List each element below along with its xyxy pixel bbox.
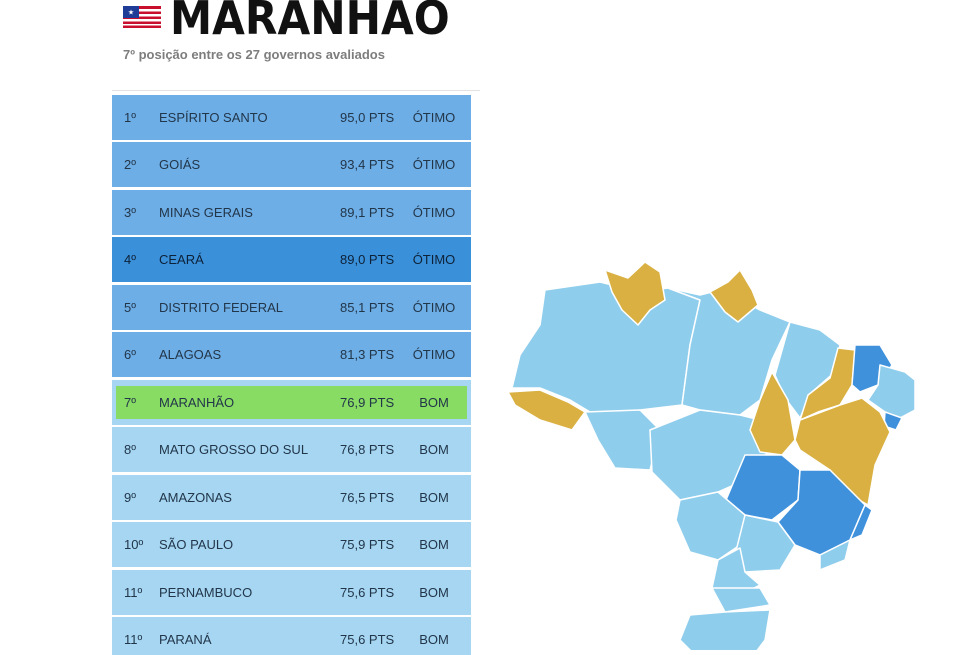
ranking-row: 11º PERNAMBUCO 75,6 PTS BOM [112,570,471,615]
ranking-row: 7º MARANHÃO 76,9 PTS BOM [112,380,471,425]
points: 76,9 PTS [340,395,395,410]
ranking-row: 10º SÃO PAULO 75,9 PTS BOM [112,522,471,567]
state-name: MINAS GERAIS [159,205,253,220]
status-label: BOM [419,490,449,505]
state-name: MARANHÃO [159,395,235,410]
ranking-row: 11º PARANÁ 75,6 PTS BOM [112,617,471,655]
map-region-santa-catarina [711,587,771,613]
points: 81,3 PTS [340,347,395,362]
page-title: MARANHÃO [170,0,450,45]
state-name: GOIÁS [159,157,201,172]
rank: 1º [124,110,136,125]
ranking-row: 9º AMAZONAS 76,5 PTS BOM [112,475,471,520]
ranking-row: 6º ALAGOAS 81,3 PTS ÓTIMO [112,332,471,377]
status-label: BOM [419,585,449,600]
map-region-rio-de-janeiro [819,539,851,571]
ranking-row: 5º DISTRITO FEDERAL 85,1 PTS ÓTIMO [112,285,471,330]
ranking-row: 4º CEARÁ 89,0 PTS ÓTIMO [112,237,471,282]
rank: 4º [124,252,136,267]
header-divider [112,90,480,91]
state-name: MATO GROSSO DO SUL [159,442,309,457]
rank: 11º [124,585,143,600]
map-region-amapa [709,269,759,323]
points: 76,8 PTS [340,442,395,457]
rank: 7º [124,395,136,410]
points: 89,0 PTS [340,252,395,267]
status-label: ÓTIMO [412,157,456,172]
map-region-rondonia [584,409,661,471]
state-name: PARANÁ [159,632,212,647]
status-label: BOM [419,632,449,647]
ranking-table: 1º ESPÍRITO SANTO 95,0 PTS ÓTIMO 2º GOIÁ… [112,95,471,655]
map-region-mato-grosso-do-sul [675,491,746,561]
rank: 3º [124,205,136,220]
points: 75,6 PTS [340,632,395,647]
ranking-row: 8º MATO GROSSO DO SUL 76,8 PTS BOM [112,427,471,472]
status-label: ÓTIMO [412,110,456,125]
status-label: ÓTIMO [412,347,456,362]
points: 85,1 PTS [340,300,395,315]
points: 93,4 PTS [340,157,395,172]
state-name: AMAZONAS [159,490,232,505]
maranhao-flag-icon: ★ [123,6,161,28]
rank: 10º [124,537,144,552]
rank: 5º [124,300,136,315]
status-label: ÓTIMO [412,252,456,267]
rank: 8º [124,442,136,457]
ranking-row: 1º ESPÍRITO SANTO 95,0 PTS ÓTIMO [112,95,471,140]
points: 76,5 PTS [340,490,395,505]
map-region-espirito-santo [849,504,873,541]
points: 95,0 PTS [340,110,395,125]
map-region-rio-grande-do-sul [679,609,771,650]
ranking-row: 2º GOIÁS 93,4 PTS ÓTIMO [112,142,471,187]
state-name: ALAGOAS [159,347,222,362]
state-name: PERNAMBUCO [159,585,253,600]
points: 75,9 PTS [340,537,395,552]
map-region-acre [507,389,586,431]
state-name: SÃO PAULO [159,537,234,552]
status-label: ÓTIMO [412,205,456,220]
map-region-roraima [604,261,666,326]
map-region-tocantins [749,371,796,456]
status-label: ÓTIMO [412,300,456,315]
status-label: BOM [419,537,449,552]
highlight-bar [116,386,467,419]
map-region-bahia [794,397,891,506]
rank: 11º [124,632,143,647]
state-name: ESPÍRITO SANTO [159,110,268,125]
state-name: CEARÁ [159,252,204,267]
rank: 9º [124,490,136,505]
rank: 2º [124,157,136,172]
state-name: DISTRITO FEDERAL [159,300,284,315]
ranking-row: 3º MINAS GERAIS 89,1 PTS ÓTIMO [112,190,471,235]
brazil-map [507,261,916,650]
rank: 6º [124,347,136,362]
status-label: BOM [419,395,449,410]
svg-text:★: ★ [128,9,134,17]
page-subtitle: 7º posição entre os 27 governos avaliado… [123,47,385,62]
points: 75,6 PTS [340,585,395,600]
points: 89,1 PTS [340,205,395,220]
status-label: BOM [419,442,449,457]
